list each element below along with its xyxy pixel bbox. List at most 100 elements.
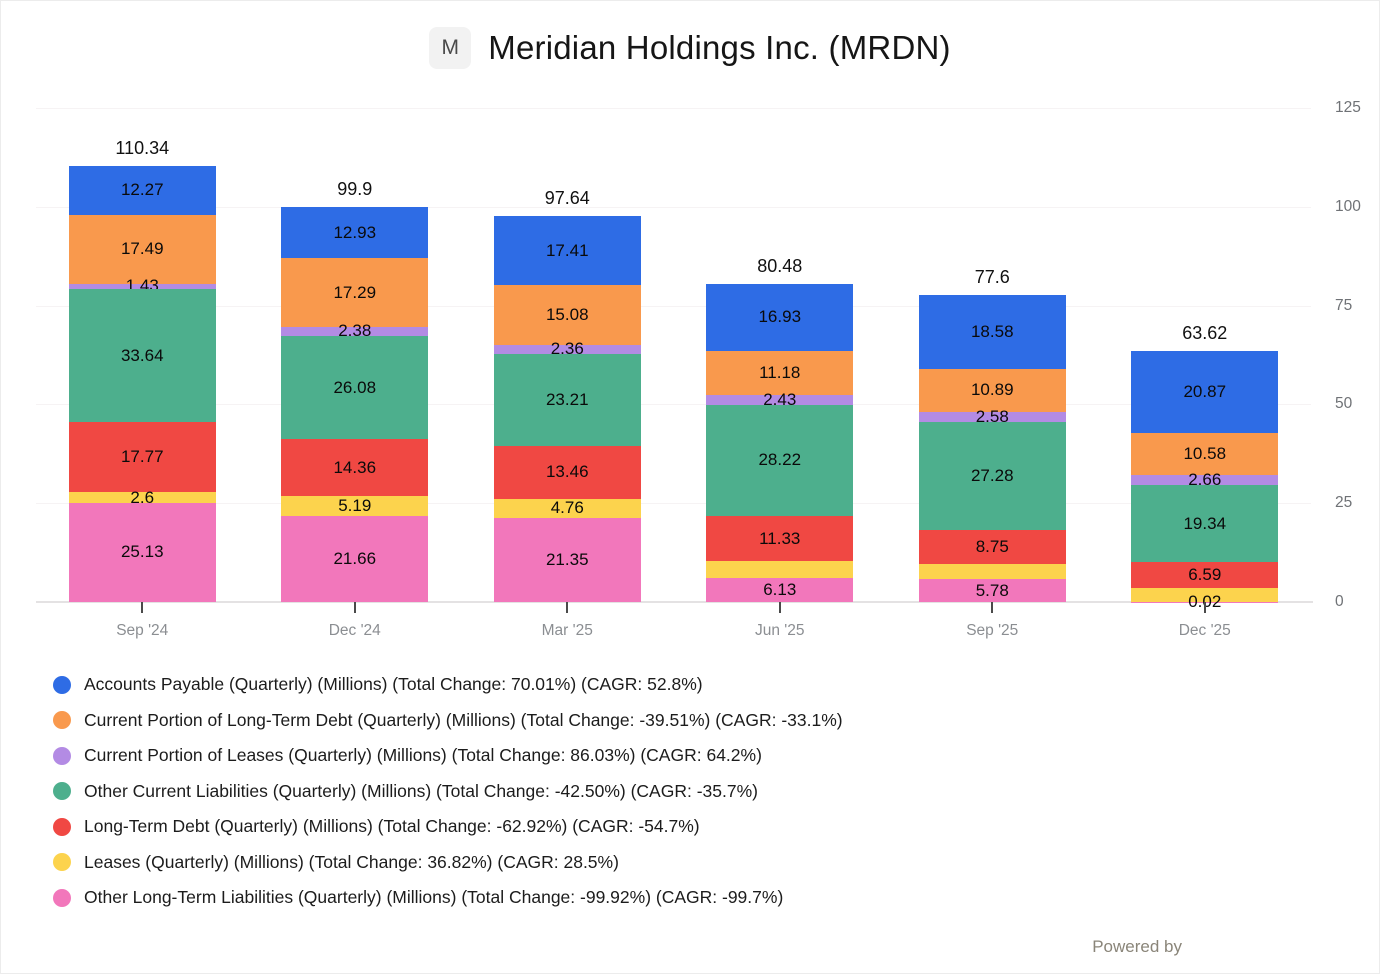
legend-item[interactable]: Current Portion of Leases (Quarterly) (M… [53, 745, 843, 766]
segment-value-label: 2.36 [550, 339, 584, 359]
y-axis-label-50: 50 [1335, 395, 1353, 413]
legend-item[interactable]: Other Long-Term Liabilities (Quarterly) … [53, 887, 843, 908]
bar-segment[interactable]: 16.93 [706, 284, 854, 351]
bar-segment[interactable]: 6.59 [1131, 561, 1279, 588]
bar-segment[interactable] [1131, 587, 1279, 602]
legend-dot-icon [53, 675, 71, 694]
bar-segment[interactable]: 17.41 [493, 216, 641, 286]
bar-segment[interactable]: 17.29 [281, 258, 429, 327]
segment-value-label: 23.21 [545, 389, 589, 409]
bar-segment[interactable]: 17.77 [68, 422, 216, 493]
bar-segment[interactable]: 10.58 [1131, 433, 1279, 475]
segment-value-label: 5.19 [338, 496, 372, 516]
segment-value-label: 19.34 [1183, 513, 1227, 533]
bar-sep-24[interactable]: 110.34 12.27 17.49 1.43 33.64 17.77 2.6 25.13 [68, 138, 216, 602]
bar-jun-25[interactable]: 80.48 16.93 11.18 2.43 28.22 11.33 6.13 [706, 256, 854, 602]
bar-segment[interactable]: 2.58 [918, 407, 1066, 426]
bar-segment[interactable]: 12.93 [281, 207, 429, 259]
bar-segment[interactable]: 6.13 [706, 577, 854, 602]
bar-sep-25[interactable]: 77.6 18.58 10.89 2.58 27.28 8.75 5.78 [918, 267, 1066, 602]
x-axis: Sep '24 Dec '24 Mar '25 Jun '25 Sep '25 Dec '… [36, 602, 1311, 640]
bar-segment[interactable]: 2.38 [281, 321, 429, 340]
bar-segment[interactable]: 19.34 [1131, 485, 1279, 562]
bar-segment[interactable]: 12.27 [68, 166, 216, 215]
y-axis-label-125: 125 [1335, 99, 1361, 116]
segment-value-label: 17.41 [545, 240, 589, 260]
bar-segment[interactable]: 27.28 [918, 422, 1066, 530]
legend-dot-icon [53, 782, 71, 800]
segment-value-label: 10.58 [1183, 444, 1227, 463]
bar-segment[interactable]: 5.78 [918, 579, 1066, 602]
bar-segment[interactable]: 2.66 [1131, 470, 1279, 489]
x-axis-label: Sep '25 [966, 622, 1019, 639]
x-axis-tick [1203, 602, 1206, 613]
bar-total-label: 99.9 [337, 179, 373, 200]
bar-segment[interactable]: 23.21 [493, 353, 641, 446]
bar-segment[interactable]: 18.58 [918, 295, 1066, 369]
legend-item-label: Other Current Liabilities (Quarterly) (M… [84, 780, 758, 801]
powered-by-link[interactable]: Powered by [1092, 937, 1182, 956]
segment-value-label: 21.35 [545, 549, 589, 569]
bar-segment[interactable]: 2.36 [493, 339, 641, 358]
bar-segment[interactable]: 13.46 [493, 445, 641, 499]
bar-segment[interactable]: 28.22 [706, 404, 854, 517]
bar-segment[interactable] [706, 560, 854, 578]
bars-container: 110.34 12.27 17.49 1.43 33.64 17.77 2.6 25.13 99… [36, 108, 1311, 611]
x-axis-slot: Dec '24 [281, 602, 428, 640]
legend-item-label: Long-Term Debt (Quarterly) (Millions) (T… [84, 816, 700, 836]
legend-item[interactable]: Long-Term Debt (Quarterly) (Millions) (T… [53, 816, 843, 837]
bar-segment[interactable] [918, 564, 1066, 580]
bar-segment[interactable]: 21.35 [493, 517, 641, 602]
segment-value-label: 33.64 [120, 345, 164, 365]
x-axis-slot: Sep '25 [919, 602, 1066, 640]
legend-item[interactable]: Leases (Quarterly) (Millions) (Total Cha… [53, 852, 843, 873]
bar-segment[interactable]: 20.87 [1131, 350, 1279, 434]
legend-item-label: Leases (Quarterly) (Millions) (Total Cha… [84, 851, 619, 872]
bar-segment[interactable]: 33.64 [68, 289, 216, 423]
legend-dot-icon [53, 817, 71, 836]
bar-dec-25[interactable]: 63.62 20.87 10.58 2.66 19.34 6.59 0.02 [1131, 323, 1279, 611]
y-axis-label-75: 75 [1335, 296, 1353, 314]
segment-value-label: 20.87 [1183, 381, 1227, 401]
bar-segment[interactable]: 11.33 [706, 516, 854, 561]
x-axis-label: Dec '24 [328, 622, 381, 639]
gridline-75 [36, 305, 1311, 307]
bar-segment[interactable]: 17.49 [68, 214, 216, 284]
bar-segment[interactable]: 25.13 [68, 502, 216, 602]
legend-item-label: Current Portion of Long-Term Debt (Quart… [84, 709, 843, 730]
x-axis-tick [566, 602, 569, 613]
x-axis-label: Sep '24 [116, 622, 169, 639]
bar-dec-24[interactable]: 99.9 12.93 17.29 2.38 26.08 14.36 5.19 21.66 [281, 179, 429, 602]
bar-segment[interactable]: 11.18 [706, 350, 854, 396]
segment-value-label: 2.6 [130, 487, 155, 507]
segment-value-label: 26.08 [333, 377, 377, 397]
y-axis-label-0: 0 [1335, 593, 1344, 610]
bar-segment[interactable]: 21.66 [281, 516, 429, 602]
page-title: Meridian Holdings Inc. (MRDN) [488, 29, 951, 66]
bar-segment[interactable]: 15.08 [493, 285, 641, 345]
bar-total-label: 77.6 [974, 267, 1010, 288]
bar-segment[interactable]: 10.89 [918, 368, 1066, 412]
segment-value-label: 4.76 [550, 498, 584, 518]
x-axis-label: Mar '25 [541, 622, 593, 639]
bar-mar-25[interactable]: 97.64 17.41 15.08 2.36 23.21 13.46 4.76 21.35 [493, 188, 641, 602]
legend: Accounts Payable (Quarterly) (Millions) … [53, 674, 843, 908]
bar-segment[interactable]: 2.43 [706, 390, 854, 409]
legend-item-label: Current Portion of Leases (Quarterly) (M… [84, 745, 762, 765]
bar-total-label: 97.64 [544, 188, 590, 209]
segment-value-label: 2.58 [975, 406, 1009, 426]
x-axis-line [36, 601, 1313, 603]
y-axis: 0 25 50 75 100 125 [1329, 99, 1377, 610]
y-axis-label-100: 100 [1335, 197, 1361, 215]
legend-dot-icon [53, 853, 71, 871]
bar-segment[interactable]: 14.36 [281, 439, 429, 496]
bar-segment[interactable]: 4.76 [493, 498, 641, 518]
legend-item[interactable]: Other Current Liabilities (Quarterly) (M… [53, 781, 843, 802]
bar-segment[interactable]: 8.75 [918, 529, 1066, 565]
bar-segment[interactable]: 2.6 [68, 488, 216, 507]
bar-segment[interactable]: 5.19 [281, 495, 429, 517]
bar-segment[interactable]: 26.08 [281, 336, 429, 440]
legend-item[interactable]: Current Portion of Long-Term Debt (Quart… [53, 710, 843, 731]
legend-item[interactable]: Accounts Payable (Quarterly) (Millions) … [53, 674, 843, 695]
